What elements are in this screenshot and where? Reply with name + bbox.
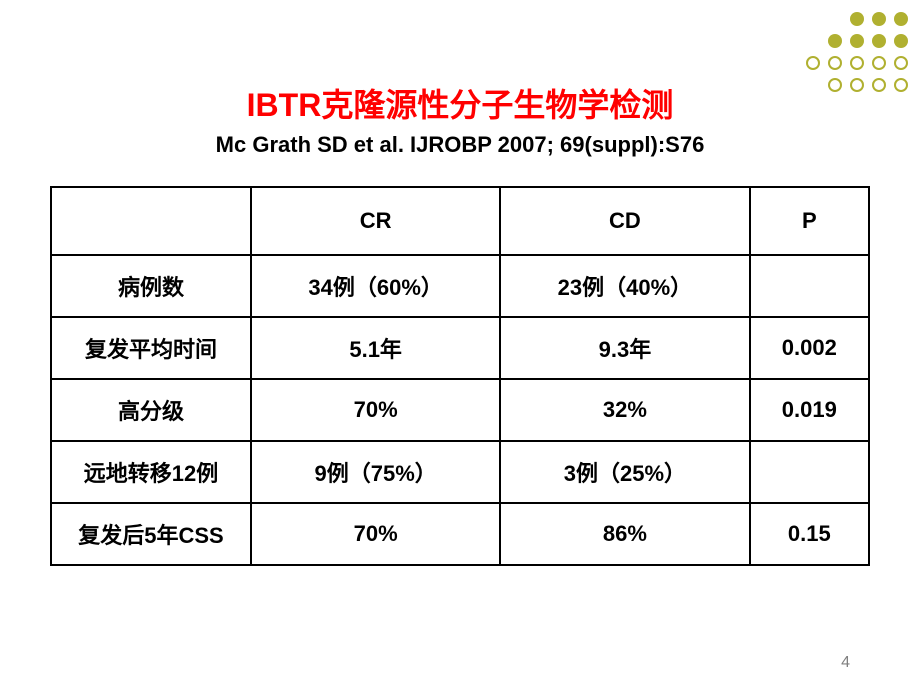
slide-citation: Mc Grath SD et al. IJROBP 2007; 69(suppl… bbox=[0, 132, 920, 158]
table-cell: 9例（75%） bbox=[251, 441, 500, 503]
decoration-dot bbox=[828, 78, 842, 92]
table-cell: 0.002 bbox=[750, 317, 869, 379]
decoration-dot bbox=[894, 78, 908, 92]
decoration-dot bbox=[828, 34, 842, 48]
table-cell bbox=[750, 255, 869, 317]
dot-row bbox=[806, 12, 908, 26]
table-cell: 高分级 bbox=[51, 379, 251, 441]
decoration-dot bbox=[806, 56, 820, 70]
table-header-cell: P bbox=[750, 187, 869, 255]
decoration-dot bbox=[872, 56, 886, 70]
dot-row bbox=[806, 56, 908, 70]
table-header-cell bbox=[51, 187, 251, 255]
table-cell: 0.019 bbox=[750, 379, 869, 441]
decoration-dot bbox=[872, 34, 886, 48]
decoration-dot bbox=[850, 78, 864, 92]
table-header: CRCDP bbox=[51, 187, 869, 255]
table-cell: 复发后5年CSS bbox=[51, 503, 251, 565]
slide-title: IBTR克隆源性分子生物学检测 bbox=[0, 0, 920, 126]
table-header-cell: CR bbox=[251, 187, 500, 255]
table-cell: 70% bbox=[251, 379, 500, 441]
table-cell: 3例（25%） bbox=[500, 441, 749, 503]
page-number: 4 bbox=[841, 654, 850, 672]
table-cell: 32% bbox=[500, 379, 749, 441]
table-cell: 复发平均时间 bbox=[51, 317, 251, 379]
dot-row bbox=[806, 34, 908, 48]
table-body: 病例数34例（60%）23例（40%）复发平均时间5.1年9.3年0.002高分… bbox=[51, 255, 869, 565]
decoration-dot bbox=[872, 12, 886, 26]
decoration-dot bbox=[850, 34, 864, 48]
table-row: 高分级70%32%0.019 bbox=[51, 379, 869, 441]
table-cell: 86% bbox=[500, 503, 749, 565]
table-cell: 病例数 bbox=[51, 255, 251, 317]
decoration-dot bbox=[850, 12, 864, 26]
table-header-cell: CD bbox=[500, 187, 749, 255]
table-row: 复发后5年CSS70%86%0.15 bbox=[51, 503, 869, 565]
table-cell: 5.1年 bbox=[251, 317, 500, 379]
table-row: 复发平均时间5.1年9.3年0.002 bbox=[51, 317, 869, 379]
table-cell: 23例（40%） bbox=[500, 255, 749, 317]
table-cell: 34例（60%） bbox=[251, 255, 500, 317]
ibtr-data-table: CRCDP 病例数34例（60%）23例（40%）复发平均时间5.1年9.3年0… bbox=[50, 186, 870, 566]
decoration-dot bbox=[894, 12, 908, 26]
table-cell: 远地转移12例 bbox=[51, 441, 251, 503]
table-cell: 0.15 bbox=[750, 503, 869, 565]
decoration-dot bbox=[850, 56, 864, 70]
decoration-dot bbox=[894, 34, 908, 48]
decoration-dot bbox=[828, 56, 842, 70]
table-row: 远地转移12例9例（75%）3例（25%） bbox=[51, 441, 869, 503]
table-cell: 70% bbox=[251, 503, 500, 565]
decoration-dot bbox=[872, 78, 886, 92]
table-row: 病例数34例（60%）23例（40%） bbox=[51, 255, 869, 317]
dot-row bbox=[806, 78, 908, 92]
table-cell: 9.3年 bbox=[500, 317, 749, 379]
table-cell bbox=[750, 441, 869, 503]
table-header-row: CRCDP bbox=[51, 187, 869, 255]
corner-dots-decoration bbox=[806, 12, 908, 100]
decoration-dot bbox=[894, 56, 908, 70]
